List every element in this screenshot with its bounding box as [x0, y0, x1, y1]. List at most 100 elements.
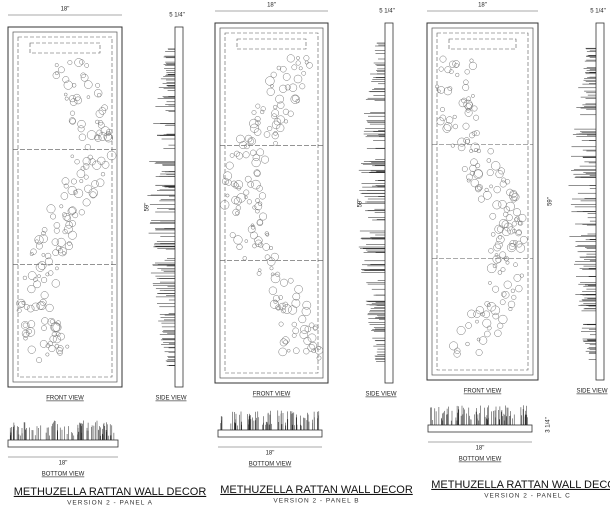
- rattan-ring: [50, 213, 57, 220]
- rattan-ring: [262, 243, 270, 251]
- rattan-ring: [256, 271, 262, 276]
- rattan-ring: [517, 221, 522, 226]
- rattan-ring: [256, 148, 265, 157]
- rattan-ring: [21, 300, 26, 305]
- rattan-ring: [279, 338, 288, 347]
- rattan-ring: [45, 272, 50, 277]
- rattan-ring: [458, 98, 467, 108]
- rattan-ring: [41, 317, 49, 325]
- rattan-ring: [519, 235, 528, 244]
- rattan-ring: [266, 87, 275, 96]
- rattan-ring: [482, 310, 490, 319]
- rattan-ring: [52, 249, 60, 256]
- rattan-ring: [506, 243, 517, 253]
- rattan-ring: [271, 113, 278, 120]
- rattan-ring: [314, 346, 324, 355]
- rattan-ring: [443, 122, 453, 131]
- rattan-ring: [254, 239, 263, 247]
- side-panel: [384, 22, 394, 384]
- rattan-ring: [475, 184, 482, 192]
- rattan-ring: [37, 274, 41, 279]
- rattan-ring: [74, 159, 80, 165]
- rattan-ring: [82, 198, 91, 207]
- rattan-ring: [23, 336, 28, 341]
- rattan-ring: [518, 213, 527, 223]
- rattan-ring: [471, 130, 477, 136]
- rattan-ring: [62, 213, 71, 221]
- front-frame-inner: [219, 27, 324, 379]
- rattan-ring: [255, 103, 261, 109]
- rattan-ring: [469, 148, 474, 153]
- rattan-ring: [465, 108, 471, 113]
- rattan-ring: [489, 184, 493, 189]
- rattan-ring: [67, 207, 76, 216]
- rattan-ring: [84, 144, 91, 151]
- rattan-ring: [264, 254, 271, 260]
- rattan-ring: [244, 175, 252, 183]
- front-view-label: FRONT VIEW: [253, 392, 291, 398]
- rattan-ring: [471, 105, 478, 112]
- rattan-ring: [503, 211, 509, 218]
- rattan-ring: [239, 141, 248, 150]
- rattan-ring: [518, 220, 524, 226]
- rattan-ring: [88, 158, 96, 166]
- rattan-ring: [293, 74, 303, 84]
- rattan-ring: [270, 84, 274, 88]
- rattan-ring: [486, 325, 492, 331]
- rattan-ring: [225, 193, 230, 198]
- rattan-ring: [513, 274, 522, 282]
- rattan-ring: [291, 95, 299, 102]
- rattan-ring: [455, 72, 460, 77]
- rattan-ring: [470, 158, 478, 166]
- rattan-ring: [515, 284, 523, 293]
- rattan-ring: [508, 191, 519, 201]
- rattan-ring: [498, 314, 508, 324]
- rattan-ring: [251, 110, 257, 115]
- rattan-ring: [445, 116, 454, 124]
- width-label: 18": [61, 7, 70, 13]
- rattan-ring: [508, 243, 516, 250]
- rattan-ring: [242, 256, 247, 261]
- rattan-ring: [514, 216, 521, 222]
- rattan-ring: [27, 285, 36, 294]
- rattan-ring: [498, 200, 507, 209]
- rattan-ring: [260, 109, 265, 115]
- rattan-ring: [236, 134, 245, 144]
- rattan-ring: [45, 352, 50, 357]
- rattan-ring: [35, 242, 43, 250]
- rattan-ring: [92, 160, 102, 170]
- rattan-ring: [84, 63, 90, 68]
- bottom-base: [7, 439, 119, 448]
- rattan-ring: [23, 304, 30, 310]
- rattan-ring: [465, 322, 472, 329]
- rattan-ring: [487, 148, 494, 155]
- rattan-ring: [292, 292, 301, 301]
- rattan-ring: [490, 305, 501, 316]
- rattan-ring: [286, 348, 291, 353]
- rattan-ring: [439, 55, 447, 63]
- rattan-ring: [303, 336, 312, 345]
- front-frame-outer: [214, 22, 329, 384]
- rattan-ring: [301, 70, 307, 76]
- rattan-ring: [307, 343, 316, 352]
- rattan-ring: [250, 149, 257, 156]
- rattan-ring: [261, 155, 269, 164]
- rattan-ring: [255, 198, 260, 203]
- rattan-ring: [69, 110, 76, 116]
- rattan-ring: [484, 330, 491, 338]
- rattan-ring: [306, 62, 313, 69]
- rattan-ring: [298, 66, 303, 71]
- rattan-ring: [476, 148, 481, 154]
- rattan-ring: [84, 80, 93, 89]
- rattan-ring: [464, 139, 470, 145]
- rattan-ring: [269, 266, 274, 271]
- panel-subtitle: VERSION 2 - PANEL B: [273, 498, 359, 505]
- rattan-ring: [101, 160, 110, 169]
- rattan-ring: [506, 188, 514, 197]
- hanging-rail: [236, 38, 307, 50]
- rattan-ring: [275, 304, 282, 311]
- rattan-ring: [266, 257, 276, 266]
- rattan-ring: [488, 248, 494, 254]
- rattan-ring: [101, 104, 108, 111]
- rattan-ring: [442, 124, 452, 133]
